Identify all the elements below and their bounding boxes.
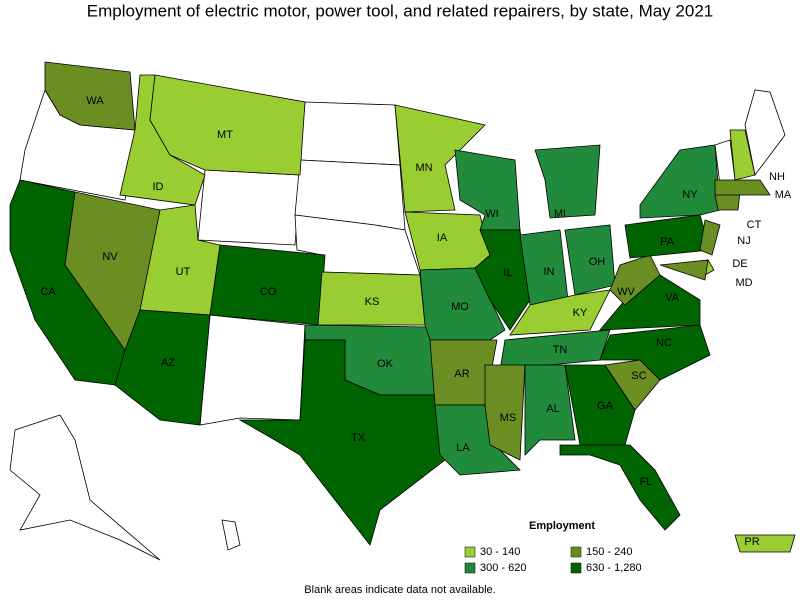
- state-label: DE: [732, 258, 747, 270]
- state: [599, 274, 701, 331]
- state-label: AR: [454, 368, 469, 380]
- state-label: CA: [40, 286, 56, 298]
- state: [509, 289, 611, 336]
- legend-label: 30 - 140: [480, 546, 520, 558]
- state: [404, 211, 491, 271]
- state-label: UT: [176, 266, 191, 278]
- state-label: PA: [660, 236, 675, 248]
- legend-title: Employment: [529, 520, 595, 532]
- state-label: ID: [153, 181, 164, 193]
- legend: Employment 30 - 140 150 - 240 300 - 620 630…: [464, 520, 642, 574]
- state: [394, 104, 486, 213]
- state: [714, 179, 771, 196]
- state: [609, 254, 661, 306]
- state-label: VA: [665, 292, 680, 304]
- blank-states: [9, 89, 786, 561]
- legend-label: 630 - 1,280: [586, 562, 642, 574]
- state-label: AL: [546, 403, 559, 415]
- state-label: MD: [735, 277, 752, 289]
- state-label: IL: [503, 267, 512, 279]
- state: [484, 364, 526, 461]
- state-label: NH: [769, 171, 785, 183]
- state-label: LA: [456, 442, 470, 454]
- state: [699, 219, 721, 256]
- state-label: TX: [351, 432, 366, 444]
- state-label: PR: [744, 536, 759, 548]
- state-label: TN: [553, 344, 568, 356]
- state-label: CO: [260, 286, 277, 298]
- state: [729, 129, 756, 181]
- state-label: MO: [451, 301, 469, 313]
- state-label: KS: [365, 296, 380, 308]
- state-label: MN: [415, 162, 432, 174]
- legend-swatch: [464, 546, 476, 558]
- state-label: OK: [377, 358, 394, 370]
- state-label: NJ: [737, 235, 750, 247]
- state: [149, 74, 306, 176]
- state: [44, 61, 136, 131]
- state: [524, 364, 576, 456]
- state: [599, 324, 711, 381]
- state-label: MT: [217, 129, 233, 141]
- legend-swatch: [570, 546, 582, 558]
- state: [734, 534, 796, 553]
- state-label: WA: [86, 95, 104, 107]
- state-label: NV: [102, 251, 118, 263]
- state: [534, 144, 601, 219]
- state-label: SC: [631, 370, 646, 382]
- state-label: IA: [437, 232, 448, 244]
- state-label: MS: [500, 412, 517, 424]
- state: [564, 364, 636, 446]
- state-label: MA: [775, 189, 792, 201]
- state-label: NY: [682, 189, 698, 201]
- legend-label: 300 - 620: [480, 562, 526, 574]
- states: WA CA NV ID MT UT CO AZ KS OK TX MN IA MO AR LA WI IL MI IN…: [9, 61, 796, 553]
- state: [114, 309, 211, 426]
- state-label: MI: [554, 208, 566, 220]
- state-label: CT: [747, 219, 762, 231]
- legend-swatch: [464, 562, 476, 574]
- state-label: WI: [485, 208, 498, 220]
- state-label: AZ: [161, 357, 175, 369]
- state: [639, 144, 721, 219]
- map-title: Employment of electric motor, power tool…: [87, 1, 713, 20]
- state: [238, 339, 446, 546]
- state: [559, 444, 681, 531]
- legend-label: 150 - 240: [586, 546, 632, 558]
- state-label: NC: [656, 337, 672, 349]
- state-label: OH: [589, 256, 606, 268]
- state-label: IN: [544, 266, 555, 278]
- state-label: KY: [573, 307, 588, 319]
- state-label: FL: [640, 476, 653, 488]
- state: [659, 259, 709, 281]
- legend-swatch: [570, 562, 582, 574]
- footnote: Blank areas indicate data not available.: [304, 584, 495, 596]
- state-label: GA: [597, 400, 614, 412]
- state-label: WV: [617, 286, 635, 298]
